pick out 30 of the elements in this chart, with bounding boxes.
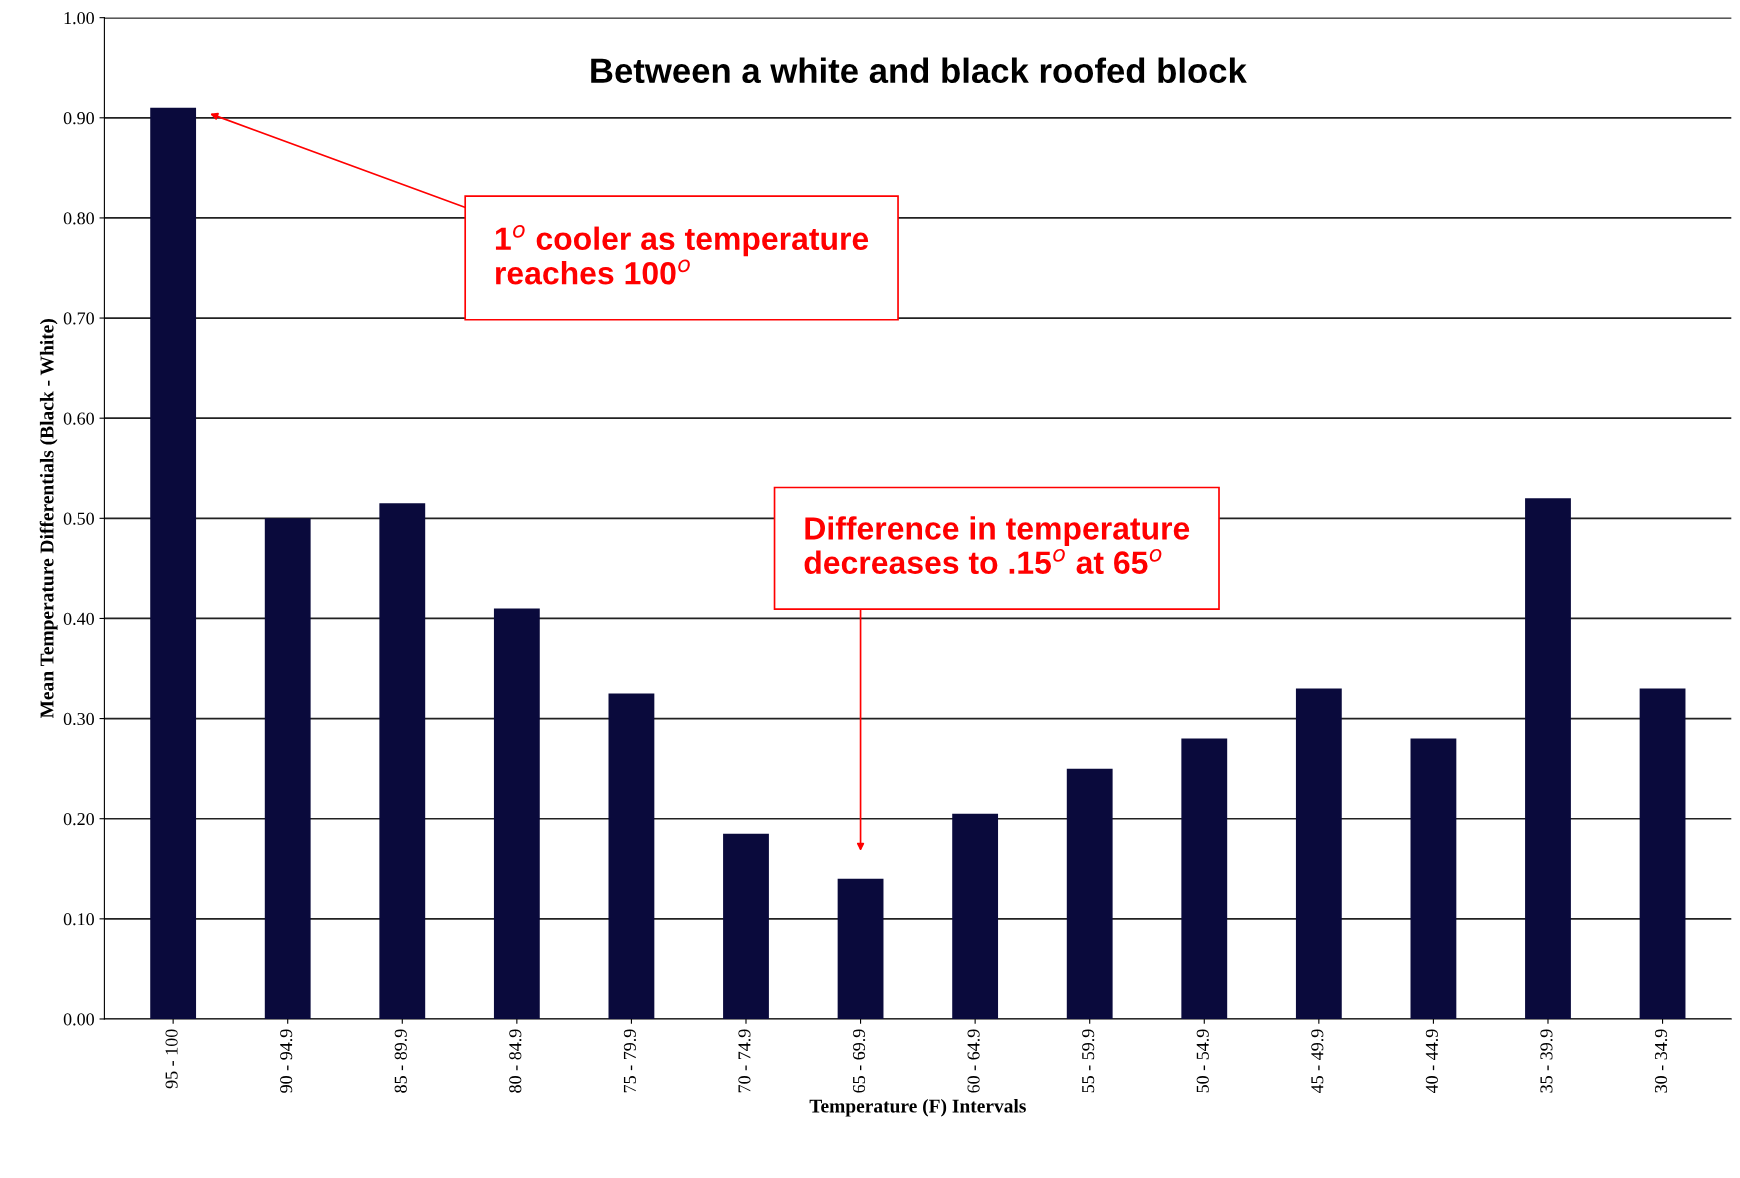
- y-tick-label: 0.30: [63, 712, 94, 726]
- x-tick-label: 65 - 69.9: [852, 1029, 866, 1093]
- y-tick-label: 0.80: [63, 212, 94, 225]
- x-tick-label: 30 - 34.9: [1654, 1029, 1668, 1093]
- y-tick-label: 0.20: [63, 812, 94, 826]
- annotation: Difference in temperature decreases to .15$^{o}$ at 65$^{o}$: [804, 516, 1190, 574]
- x-tick-label: 85 - 89.9: [394, 1029, 407, 1093]
- x-tick-label: 35 - 39.9: [1540, 1029, 1553, 1093]
- text: Between a white and black roofed block: [591, 57, 1247, 84]
- x-tick-label: 90 - 94.9: [280, 1029, 293, 1093]
- x-tick-label: 40 - 44.9: [1425, 1029, 1439, 1094]
- x-axis-title: Temperature (F) Intervals: [809, 1098, 1026, 1117]
- y-tick-label: 0.10: [63, 913, 94, 926]
- y-tick-label: 1.00: [64, 11, 94, 25]
- x-tick-label: 55 - 59.9: [1082, 1029, 1095, 1093]
- x-tick-label: 50 - 54.9: [1196, 1029, 1209, 1093]
- x-tick-label: 95 - 100: [165, 1029, 178, 1089]
- x-tick-label: 75 - 79.9: [623, 1029, 637, 1093]
- annotation: 1$^{o}$ cooler as temperature reaches 100$^{o}$: [495, 224, 869, 285]
- y-tick-label: 0.70: [63, 312, 94, 325]
- y-tick-label: 0.60: [63, 412, 94, 425]
- x-tick-label: 60 - 64.9: [967, 1029, 980, 1093]
- x-tick-label: 45 - 49.9: [1311, 1029, 1324, 1094]
- x-tick-label: 70 - 74.9: [738, 1029, 751, 1093]
- y-tick-label: 0.40: [63, 612, 94, 625]
- y-axis-title: Mean Temperature Differentials (Black - White): [39, 319, 58, 719]
- y-tick-label: 0.90: [63, 112, 94, 125]
- x-tick-label: 80 - 84.9: [509, 1029, 522, 1093]
- y-tick-label: 0.00: [63, 1013, 94, 1026]
- y-tick-label: 0.50: [63, 512, 94, 525]
